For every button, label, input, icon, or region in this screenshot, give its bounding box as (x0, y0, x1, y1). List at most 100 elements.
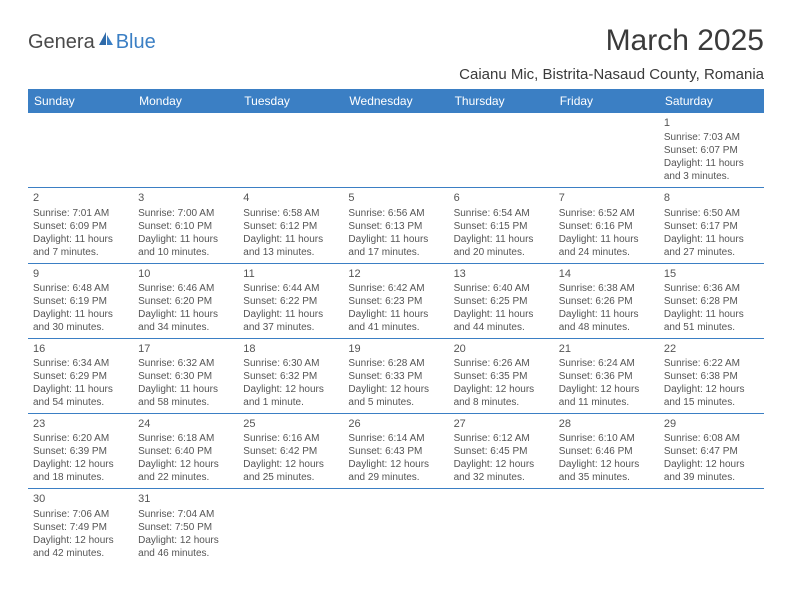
day-day1: Daylight: 11 hours (243, 308, 338, 321)
day-day2: and 24 minutes. (559, 246, 654, 259)
day-number: 10 (138, 267, 233, 281)
day-day1: Daylight: 11 hours (348, 308, 443, 321)
day-number: 30 (33, 492, 128, 506)
day-number: 8 (664, 191, 759, 205)
logo: Genera Blue (28, 24, 156, 54)
day-day2: and 58 minutes. (138, 396, 233, 409)
day-sunset: Sunset: 6:46 PM (559, 445, 654, 458)
day-sunset: Sunset: 6:16 PM (559, 220, 654, 233)
day-cell: 8Sunrise: 6:50 AMSunset: 6:17 PMDaylight… (659, 188, 764, 262)
day-day1: Daylight: 12 hours (348, 458, 443, 471)
day-cell: 22Sunrise: 6:22 AMSunset: 6:38 PMDayligh… (659, 339, 764, 413)
day-sunrise: Sunrise: 6:50 AM (664, 207, 759, 220)
day-day1: Daylight: 11 hours (33, 308, 128, 321)
day-sunrise: Sunrise: 6:44 AM (243, 282, 338, 295)
day-cell-empty (554, 489, 659, 563)
day-sunrise: Sunrise: 6:26 AM (454, 357, 549, 370)
day-cell-empty (28, 113, 133, 187)
week-row: 16Sunrise: 6:34 AMSunset: 6:29 PMDayligh… (28, 339, 764, 414)
day-cell-empty (238, 489, 343, 563)
day-sunset: Sunset: 6:29 PM (33, 370, 128, 383)
day-day1: Daylight: 11 hours (33, 233, 128, 246)
day-sunrise: Sunrise: 6:52 AM (559, 207, 654, 220)
day-day1: Daylight: 11 hours (559, 233, 654, 246)
day-sunset: Sunset: 6:13 PM (348, 220, 443, 233)
day-sunrise: Sunrise: 6:20 AM (33, 432, 128, 445)
day-sunrise: Sunrise: 6:36 AM (664, 282, 759, 295)
calendar-grid: SundayMondayTuesdayWednesdayThursdayFrid… (28, 89, 764, 564)
day-sunrise: Sunrise: 6:12 AM (454, 432, 549, 445)
day-day2: and 42 minutes. (33, 547, 128, 560)
weekday-header-row: SundayMondayTuesdayWednesdayThursdayFrid… (28, 89, 764, 113)
day-sunrise: Sunrise: 7:04 AM (138, 508, 233, 521)
day-cell: 14Sunrise: 6:38 AMSunset: 6:26 PMDayligh… (554, 264, 659, 338)
day-day1: Daylight: 12 hours (559, 458, 654, 471)
day-day2: and 15 minutes. (664, 396, 759, 409)
day-day1: Daylight: 12 hours (454, 458, 549, 471)
day-sunset: Sunset: 6:38 PM (664, 370, 759, 383)
day-day1: Daylight: 11 hours (454, 308, 549, 321)
day-number: 1 (664, 116, 759, 130)
day-sunrise: Sunrise: 6:28 AM (348, 357, 443, 370)
day-day1: Daylight: 11 hours (664, 308, 759, 321)
day-day1: Daylight: 12 hours (33, 534, 128, 547)
day-day1: Daylight: 12 hours (243, 458, 338, 471)
day-day1: Daylight: 11 hours (138, 233, 233, 246)
day-cell: 7Sunrise: 6:52 AMSunset: 6:16 PMDaylight… (554, 188, 659, 262)
day-sunrise: Sunrise: 6:10 AM (559, 432, 654, 445)
day-day2: and 34 minutes. (138, 321, 233, 334)
day-sunrise: Sunrise: 6:14 AM (348, 432, 443, 445)
day-day2: and 35 minutes. (559, 471, 654, 484)
day-sunset: Sunset: 6:12 PM (243, 220, 338, 233)
day-number: 27 (454, 417, 549, 431)
day-number: 23 (33, 417, 128, 431)
location-text: Caianu Mic, Bistrita-Nasaud County, Roma… (459, 66, 764, 83)
logo-text-1: Genera (28, 31, 95, 54)
day-sunrise: Sunrise: 6:24 AM (559, 357, 654, 370)
weekday-sunday: Sunday (28, 89, 133, 113)
day-cell: 28Sunrise: 6:10 AMSunset: 6:46 PMDayligh… (554, 414, 659, 488)
day-day1: Daylight: 12 hours (664, 383, 759, 396)
day-number: 12 (348, 267, 443, 281)
day-number: 18 (243, 342, 338, 356)
day-cell: 6Sunrise: 6:54 AMSunset: 6:15 PMDaylight… (449, 188, 554, 262)
day-number: 15 (664, 267, 759, 281)
day-cell: 31Sunrise: 7:04 AMSunset: 7:50 PMDayligh… (133, 489, 238, 563)
day-day2: and 5 minutes. (348, 396, 443, 409)
day-day1: Daylight: 12 hours (138, 534, 233, 547)
day-day2: and 41 minutes. (348, 321, 443, 334)
day-day2: and 17 minutes. (348, 246, 443, 259)
day-day1: Daylight: 12 hours (33, 458, 128, 471)
day-cell: 15Sunrise: 6:36 AMSunset: 6:28 PMDayligh… (659, 264, 764, 338)
calendar-page: Genera Blue March 2025 Caianu Mic, Bistr… (0, 0, 792, 574)
day-cell: 19Sunrise: 6:28 AMSunset: 6:33 PMDayligh… (343, 339, 448, 413)
day-cell: 13Sunrise: 6:40 AMSunset: 6:25 PMDayligh… (449, 264, 554, 338)
day-number: 26 (348, 417, 443, 431)
day-number: 4 (243, 191, 338, 205)
day-number: 25 (243, 417, 338, 431)
day-cell: 29Sunrise: 6:08 AMSunset: 6:47 PMDayligh… (659, 414, 764, 488)
day-day1: Daylight: 12 hours (243, 383, 338, 396)
day-number: 29 (664, 417, 759, 431)
day-sunset: Sunset: 6:45 PM (454, 445, 549, 458)
day-sunset: Sunset: 6:39 PM (33, 445, 128, 458)
day-sunrise: Sunrise: 6:32 AM (138, 357, 233, 370)
day-sunset: Sunset: 6:33 PM (348, 370, 443, 383)
day-day2: and 54 minutes. (33, 396, 128, 409)
day-day2: and 10 minutes. (138, 246, 233, 259)
day-sunset: Sunset: 6:36 PM (559, 370, 654, 383)
day-day2: and 3 minutes. (664, 170, 759, 183)
page-header: Genera Blue March 2025 Caianu Mic, Bistr… (28, 24, 764, 83)
day-day1: Daylight: 11 hours (664, 157, 759, 170)
day-cell: 26Sunrise: 6:14 AMSunset: 6:43 PMDayligh… (343, 414, 448, 488)
day-day2: and 48 minutes. (559, 321, 654, 334)
day-day1: Daylight: 12 hours (559, 383, 654, 396)
day-sunrise: Sunrise: 7:06 AM (33, 508, 128, 521)
day-sunrise: Sunrise: 7:00 AM (138, 207, 233, 220)
day-sunset: Sunset: 6:30 PM (138, 370, 233, 383)
day-cell-empty (343, 113, 448, 187)
day-day1: Daylight: 11 hours (243, 233, 338, 246)
day-sunrise: Sunrise: 6:40 AM (454, 282, 549, 295)
day-day2: and 25 minutes. (243, 471, 338, 484)
day-sunset: Sunset: 6:43 PM (348, 445, 443, 458)
